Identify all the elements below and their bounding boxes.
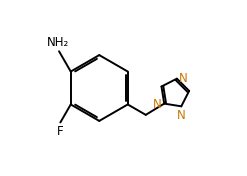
Text: F: F	[57, 125, 64, 137]
Text: N: N	[153, 99, 162, 111]
Text: NH₂: NH₂	[47, 36, 69, 49]
Text: N: N	[179, 72, 188, 85]
Text: N: N	[177, 109, 186, 122]
